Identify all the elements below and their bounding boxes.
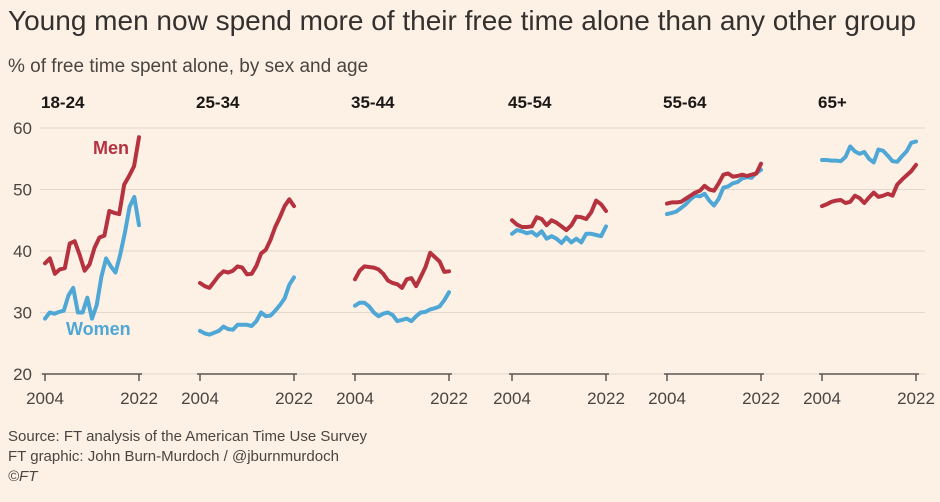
credit-note: FT graphic: John Burn-Murdoch / @jburnmu… [8, 448, 339, 465]
panel-title-35-44: 35-44 [351, 93, 395, 112]
series-line-men-45-54 [510, 198, 608, 233]
series-line-men-25-34 [198, 197, 296, 290]
x-tick-label-25-34-2004: 2004 [181, 389, 219, 408]
series-line-men-65+ [820, 162, 918, 209]
x-tick-label-55-64-2022: 2022 [742, 389, 780, 408]
series-label-men: Men [93, 138, 129, 158]
footer: Source: FT analysis of the American Time… [8, 427, 367, 487]
x-tick-label-35-44-2022: 2022 [430, 389, 468, 408]
copyright-note: ©FT [8, 468, 38, 485]
panel-title-65+: 65+ [818, 93, 847, 112]
series-line-women-18-24 [43, 194, 141, 321]
panel-title-55-64: 55-64 [663, 93, 707, 112]
x-tick-label-45-54-2004: 2004 [493, 389, 531, 408]
x-tick-label-45-54-2022: 2022 [587, 389, 625, 408]
chart-subtitle: % of free time spent alone, by sex and a… [8, 56, 369, 77]
series-label-women: Women [66, 319, 131, 339]
x-tick-label-18-24-2004: 2004 [26, 389, 64, 408]
series-line-men-35-44 [353, 250, 451, 290]
x-tick-label-65+-2004: 2004 [803, 389, 841, 408]
panel-title-18-24: 18-24 [41, 93, 85, 112]
series-line-men-55-64 [665, 161, 763, 206]
series-line-men-18-24 [43, 135, 141, 276]
x-tick-label-65+-2022: 2022 [897, 389, 935, 408]
source-note: Source: FT analysis of the American Time… [8, 428, 368, 445]
y-tick-label-30: 30 [13, 304, 32, 323]
series-line-women-65+ [820, 139, 918, 165]
x-tick-label-18-24-2022: 2022 [120, 389, 158, 408]
series-line-women-45-54 [510, 224, 608, 245]
panel-title-45-54: 45-54 [508, 93, 552, 112]
y-tick-label-20: 20 [13, 365, 32, 384]
series-line-women-35-44 [353, 290, 451, 324]
x-tick-label-55-64-2004: 2004 [648, 389, 686, 408]
y-tick-label-60: 60 [13, 119, 32, 138]
panel-title-25-34: 25-34 [196, 93, 240, 112]
x-tick-label-35-44-2004: 2004 [336, 389, 374, 408]
x-tick-label-25-34-2022: 2022 [275, 389, 313, 408]
y-tick-label-50: 50 [13, 181, 32, 200]
y-tick-label-40: 40 [13, 242, 32, 261]
series-line-women-25-34 [198, 275, 296, 337]
chart-title: Young men now spend more of their free t… [8, 5, 916, 36]
